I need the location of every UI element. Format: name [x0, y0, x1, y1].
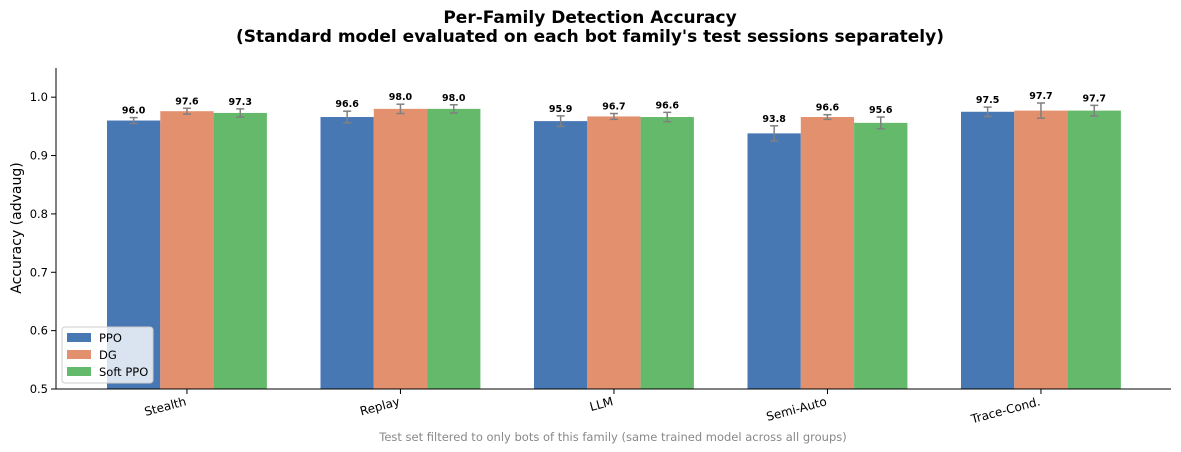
bar-ppo [534, 121, 588, 390]
data-label: 95.6 [869, 105, 893, 116]
data-label: 97.6 [175, 96, 199, 107]
x-tick-label: Replay [358, 394, 401, 418]
legend-swatch [67, 350, 91, 359]
data-label: 96.0 [122, 106, 146, 117]
legend-label: DG [99, 348, 117, 362]
legend: PPO DG Soft PPO [61, 326, 154, 384]
chart-title: Per-Family Detection Accuracy [443, 8, 736, 28]
data-label: 95.9 [549, 104, 572, 115]
data-label: 96.7 [602, 102, 625, 113]
bar-soft-ppo [640, 117, 694, 389]
y-tick-label: 1.0 [30, 90, 48, 104]
bar-soft-ppo [213, 112, 267, 389]
data-label: 96.6 [816, 103, 840, 114]
bar-ppo [320, 117, 374, 389]
data-label: 97.7 [1083, 93, 1106, 104]
y-tick-label: 0.7 [30, 265, 48, 279]
data-label: 97.5 [976, 95, 999, 106]
bar-ppo [961, 111, 1015, 389]
bar-soft-ppo [427, 108, 481, 389]
x-tick-label: LLM [588, 394, 615, 414]
y-tick-label: 0.9 [30, 149, 48, 163]
x-tick-label: Semi-Auto [765, 394, 828, 424]
bar-dg [800, 117, 855, 389]
bar-dg [1014, 110, 1068, 389]
data-label: 93.8 [762, 114, 786, 125]
bar-ppo [747, 133, 801, 389]
data-label: 97.3 [229, 97, 252, 108]
bar-dg [373, 108, 428, 389]
y-axis-label: Accuracy (advaug) [9, 162, 25, 293]
x-axis-label: Test set filtered to only bots of this f… [378, 430, 846, 444]
x-tick-label: Stealth [143, 394, 188, 419]
legend-label: Soft PPO [99, 365, 148, 379]
x-tick-label: Trace-Cond. [969, 394, 1042, 426]
data-label: 98.0 [442, 93, 466, 104]
y-tick-label: 0.6 [30, 324, 48, 338]
chart-subtitle: (Standard model evaluated on each bot fa… [236, 27, 944, 47]
data-label: 96.6 [656, 100, 680, 111]
bar-soft-ppo [854, 122, 908, 389]
data-label: 97.7 [1029, 91, 1052, 102]
y-tick-label: 0.8 [30, 207, 48, 221]
y-tick-label: 0.5 [30, 382, 48, 396]
data-label: 98.0 [389, 92, 413, 103]
legend-swatch [67, 333, 91, 342]
legend-label: PPO [99, 331, 122, 345]
bar-dg [160, 111, 214, 390]
legend-swatch [67, 367, 91, 376]
data-label: 96.6 [335, 99, 359, 110]
bar-dg [587, 116, 641, 389]
bar-soft-ppo [1067, 110, 1121, 389]
